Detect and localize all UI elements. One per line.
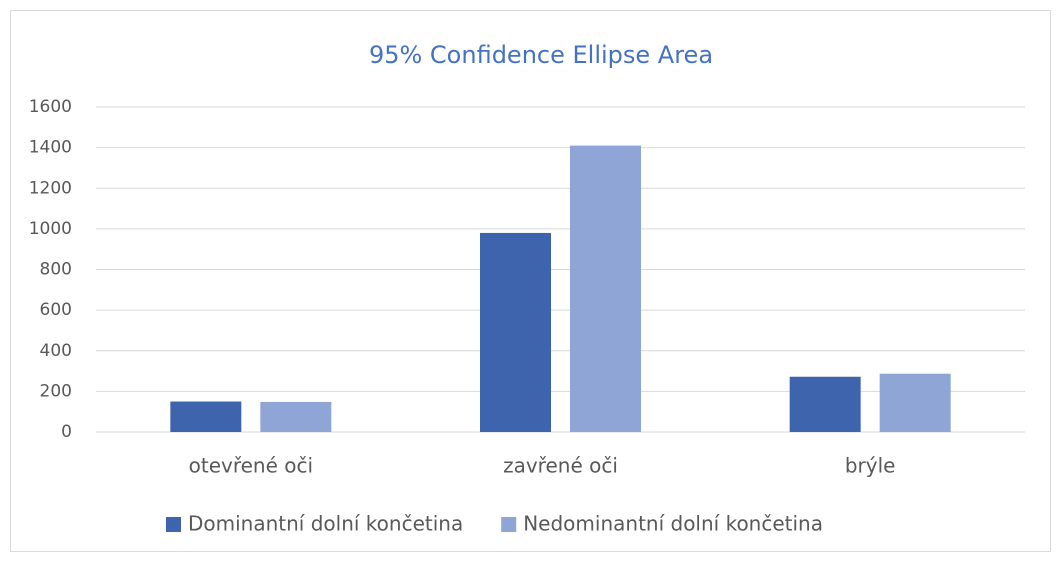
x-tick-label: brýle (845, 454, 896, 478)
y-tick-label: 200 (40, 381, 72, 401)
legend-swatch (166, 517, 181, 532)
chart-title: 95% Confidence Ellipse Area (369, 41, 713, 69)
y-tick-label: 1400 (29, 138, 72, 158)
bar (789, 376, 861, 432)
bar (170, 401, 242, 432)
y-tick-label: 600 (40, 300, 72, 320)
bar (570, 145, 641, 432)
legend-swatch (501, 517, 517, 532)
y-tick-label: 0 (61, 422, 72, 442)
y-tick-label: 1000 (29, 219, 72, 239)
y-tick-label: 400 (40, 341, 72, 361)
bar (879, 373, 951, 432)
y-tick-label: 1200 (29, 178, 72, 198)
x-tick-label: otevřené oči (189, 454, 313, 478)
bar (480, 232, 551, 432)
y-tick-label: 800 (40, 260, 72, 280)
bar (260, 401, 332, 432)
x-tick-label: zavřené oči (503, 454, 618, 478)
legend-label: Nedominantní dolní končetina (523, 512, 823, 536)
legend-label: Dominantní dolní končetina (188, 512, 463, 536)
y-tick-label: 1600 (29, 97, 72, 117)
